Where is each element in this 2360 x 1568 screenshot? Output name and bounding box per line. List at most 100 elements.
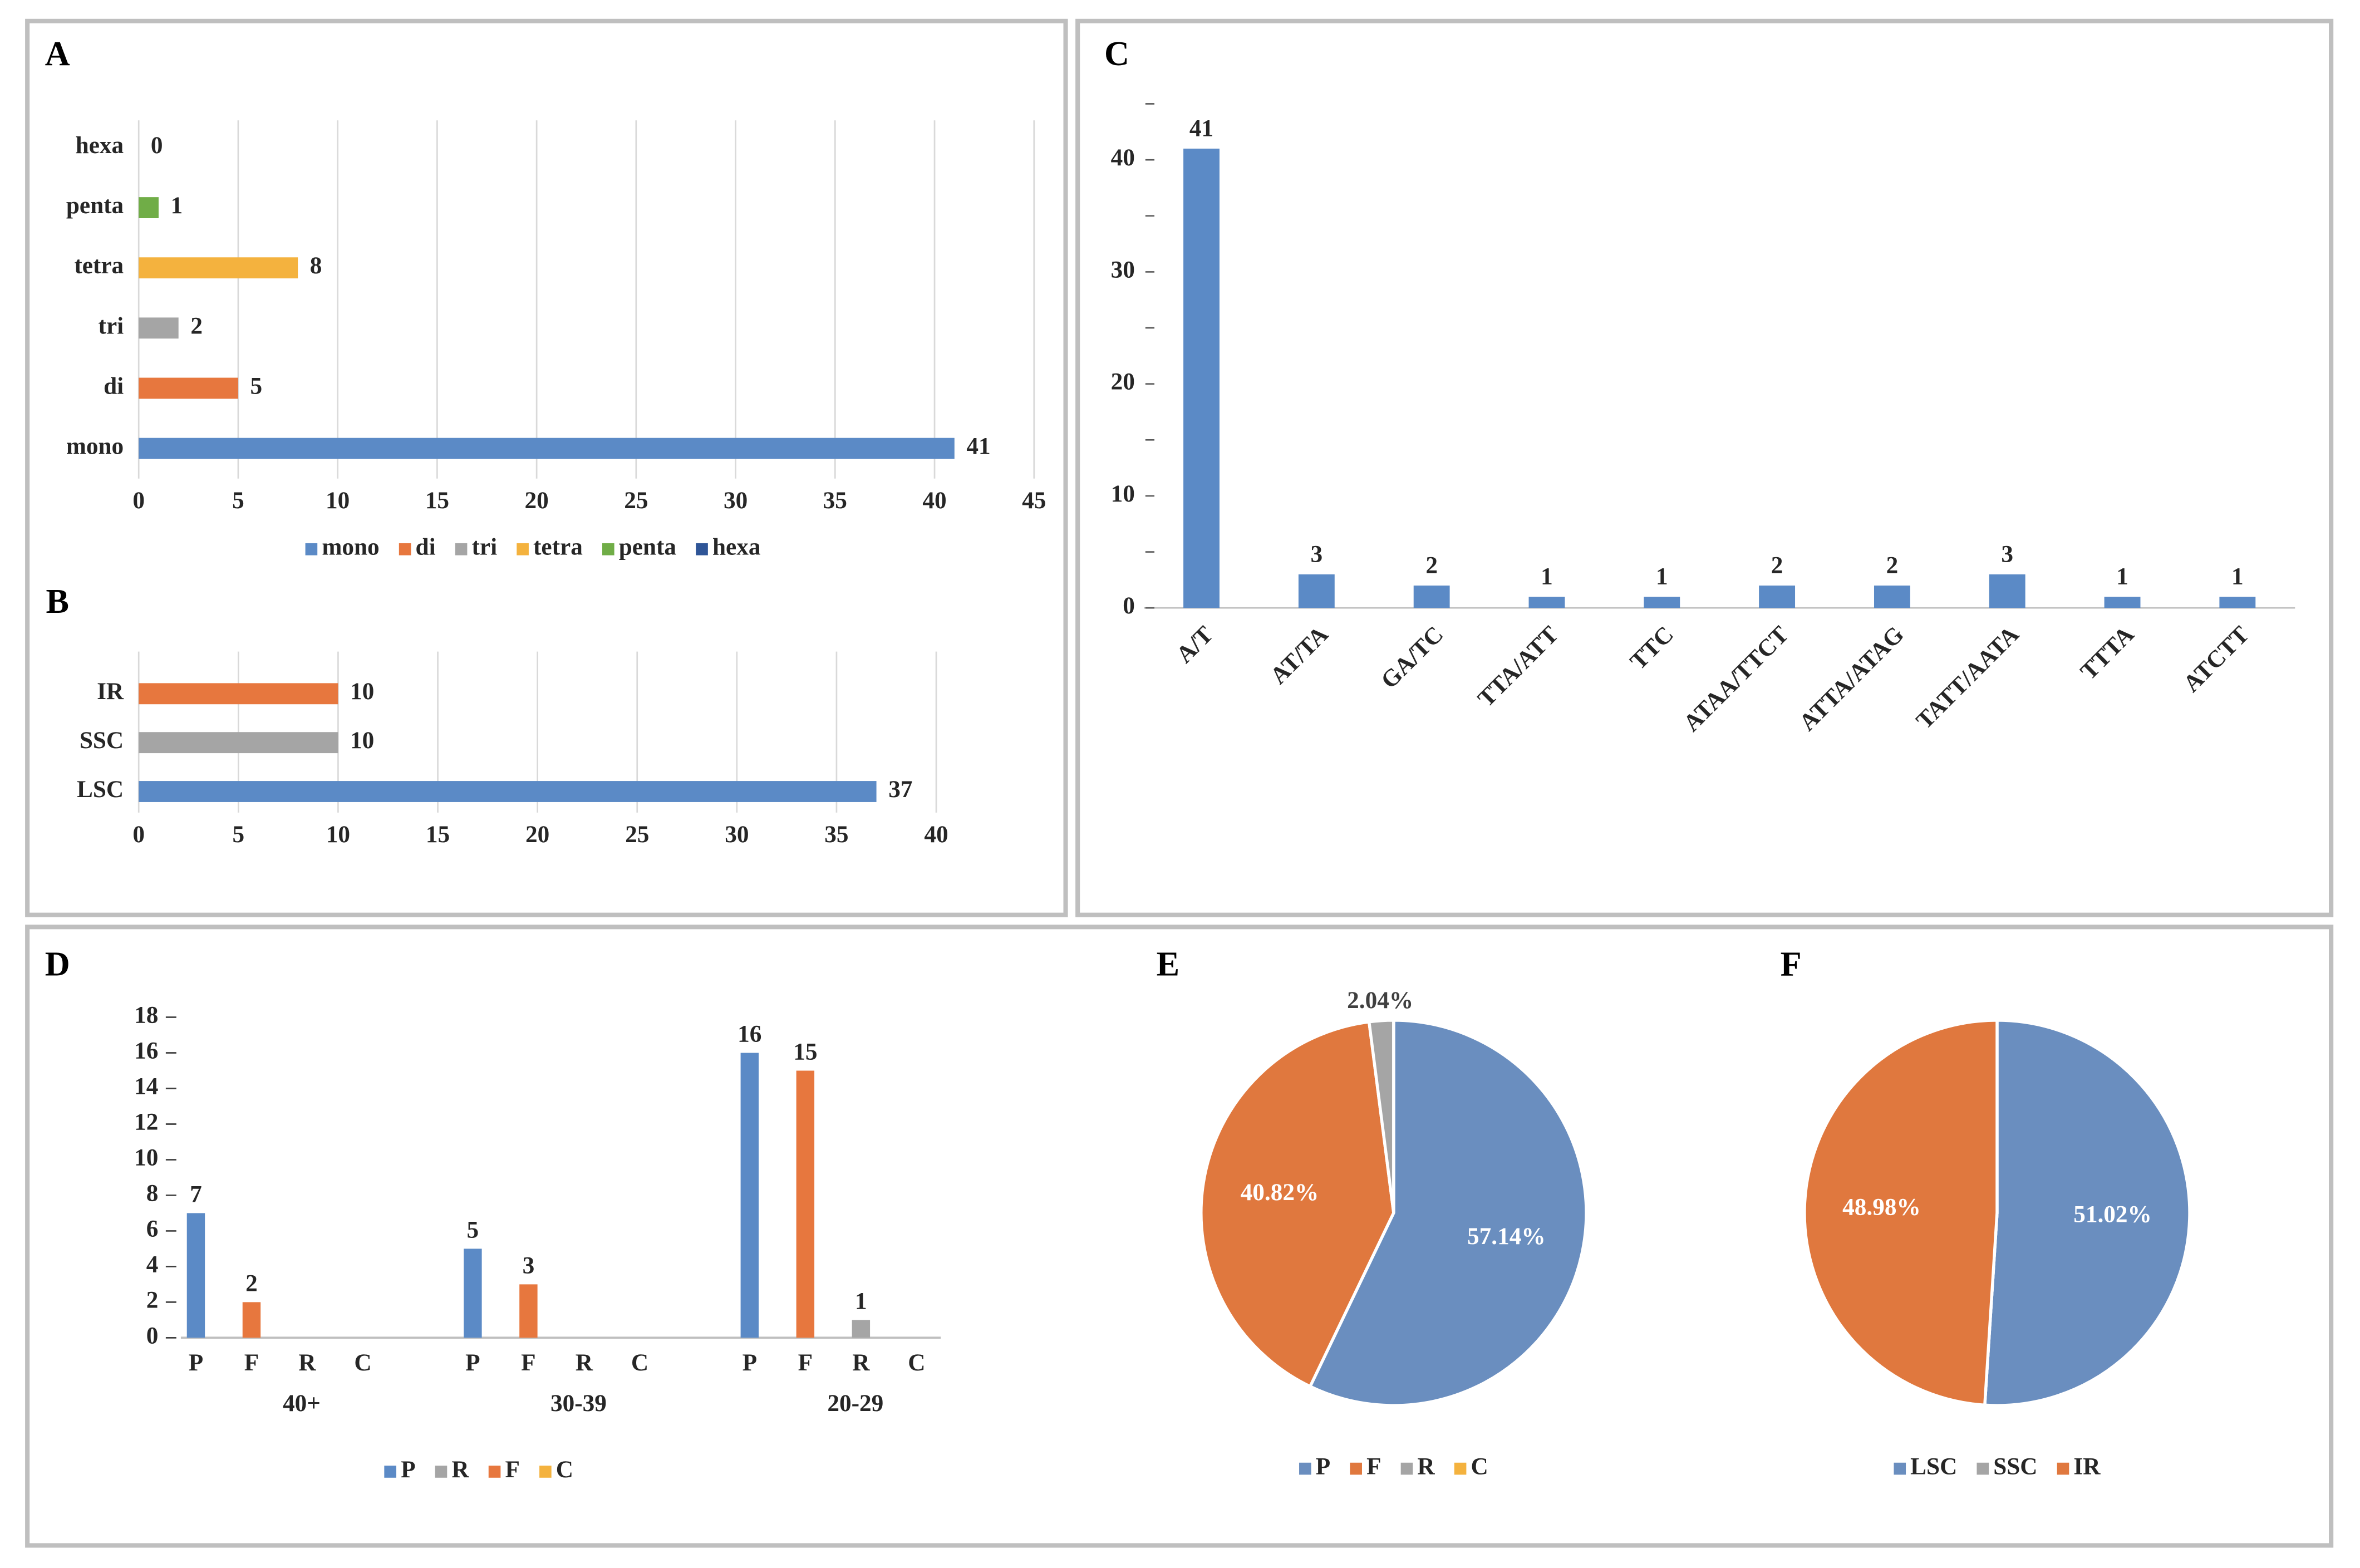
bar [139,732,338,754]
y-tick-label: penta [66,192,124,219]
x-tick-label: 20 [525,821,549,848]
x-tick-label: 30 [725,821,749,848]
y-tick-label: 16 [134,1037,158,1064]
legend: mono di tri tetra penta hexa [305,534,760,561]
legend-swatch [602,543,614,556]
x-tick-label: P [465,1349,480,1376]
bar [139,197,159,219]
legend-swatch [539,1466,552,1478]
data-label: 41 [966,433,990,460]
x-tick-label: R [298,1349,316,1376]
panel-label: A [45,35,70,73]
legend-label: mono [322,534,379,561]
data-label: 3 [2001,540,2013,567]
data-label: 5 [250,372,263,399]
y-tick-label: LSC [77,776,124,803]
legend-swatch [1894,1462,1906,1475]
bar [2104,597,2141,608]
panel-label: C [1104,35,1129,73]
data-label: 37 [888,776,912,803]
x-tick-label: 25 [624,487,648,514]
data-label: 10 [350,727,374,754]
bar [1528,597,1565,608]
x-tick-label: 0 [132,821,145,848]
panel-label: F [1781,946,1802,984]
x-tick-label: R [576,1349,593,1376]
bar [1298,574,1335,608]
pie-slice [1199,1020,1395,1389]
legend-label: C [556,1456,573,1483]
panel-label: E [1157,946,1179,984]
y-tick-label: 10 [1111,480,1135,507]
data-label: 0 [151,132,163,159]
bar [186,1213,205,1338]
bar [139,438,955,459]
bar [1874,585,1910,608]
y-tick-label: 30 [1111,256,1135,283]
data-label: 2 [190,312,203,339]
y-tick-label: mono [66,433,124,460]
y-tick-label: di [104,372,124,399]
legend-swatch [696,543,708,556]
bar [519,1284,538,1338]
y-tick-label: 14 [134,1073,158,1099]
legend-swatch [1299,1462,1311,1475]
x-tick-label: F [521,1349,535,1376]
panel-label: B [46,583,68,621]
legend-swatch [455,543,468,556]
panel-label: D [45,946,70,984]
legend-swatch [1400,1462,1413,1475]
legend-swatch [305,543,318,556]
legend-swatch [2057,1462,2069,1475]
pie-slice [1803,1019,1999,1407]
bar [740,1053,759,1338]
bar [242,1302,261,1338]
bar [1759,585,1796,608]
bar [852,1320,871,1338]
data-label: 15 [793,1039,817,1065]
bar [464,1248,482,1338]
bar [796,1070,815,1338]
legend-swatch [1976,1462,1989,1475]
x-tick-label: C [631,1349,648,1376]
data-label: 3 [523,1252,535,1279]
bar [1989,574,2025,608]
data-label: 51.02% [2073,1201,2152,1228]
x-tick-label: 35 [824,821,848,848]
x-tick-label: 45 [1022,487,1046,514]
x-tick-label: 30 [724,487,748,514]
data-label: 2 [245,1270,258,1297]
y-tick-label: SSC [80,727,124,754]
legend-label: penta [619,534,676,561]
x-tick-label: 25 [625,821,649,848]
data-label: 16 [738,1021,761,1048]
legend-swatch [488,1466,501,1478]
y-tick-label: IR [97,678,124,705]
data-label: 1 [171,192,183,219]
y-tick-label: hexa [76,132,124,159]
pie-slice [1983,1019,2191,1407]
panel-border [1075,18,2334,917]
legend-swatch [1350,1462,1362,1475]
x-tick-label: 10 [326,487,350,514]
group-label: 40+ [283,1390,321,1417]
data-label: 40.82% [1241,1179,1319,1206]
x-tick-label: 20 [524,487,548,514]
bar [1413,585,1450,608]
data-label: 1 [2116,563,2128,590]
legend-label: R [451,1456,469,1483]
legend-label: F [1366,1453,1381,1479]
x-tick-label: 5 [233,821,245,848]
group-label: 30-39 [550,1390,607,1417]
data-label: 1 [855,1288,867,1315]
x-tick-label: P [743,1349,757,1376]
x-tick-label: 5 [232,487,244,514]
x-tick-label: C [354,1349,371,1376]
panel-border [25,18,1068,917]
legend-swatch [399,543,411,556]
y-tick-label: 4 [146,1251,159,1277]
legend-label: di [416,534,436,561]
y-tick-label: 8 [146,1179,159,1206]
legend-label: LSC [1910,1453,1957,1479]
